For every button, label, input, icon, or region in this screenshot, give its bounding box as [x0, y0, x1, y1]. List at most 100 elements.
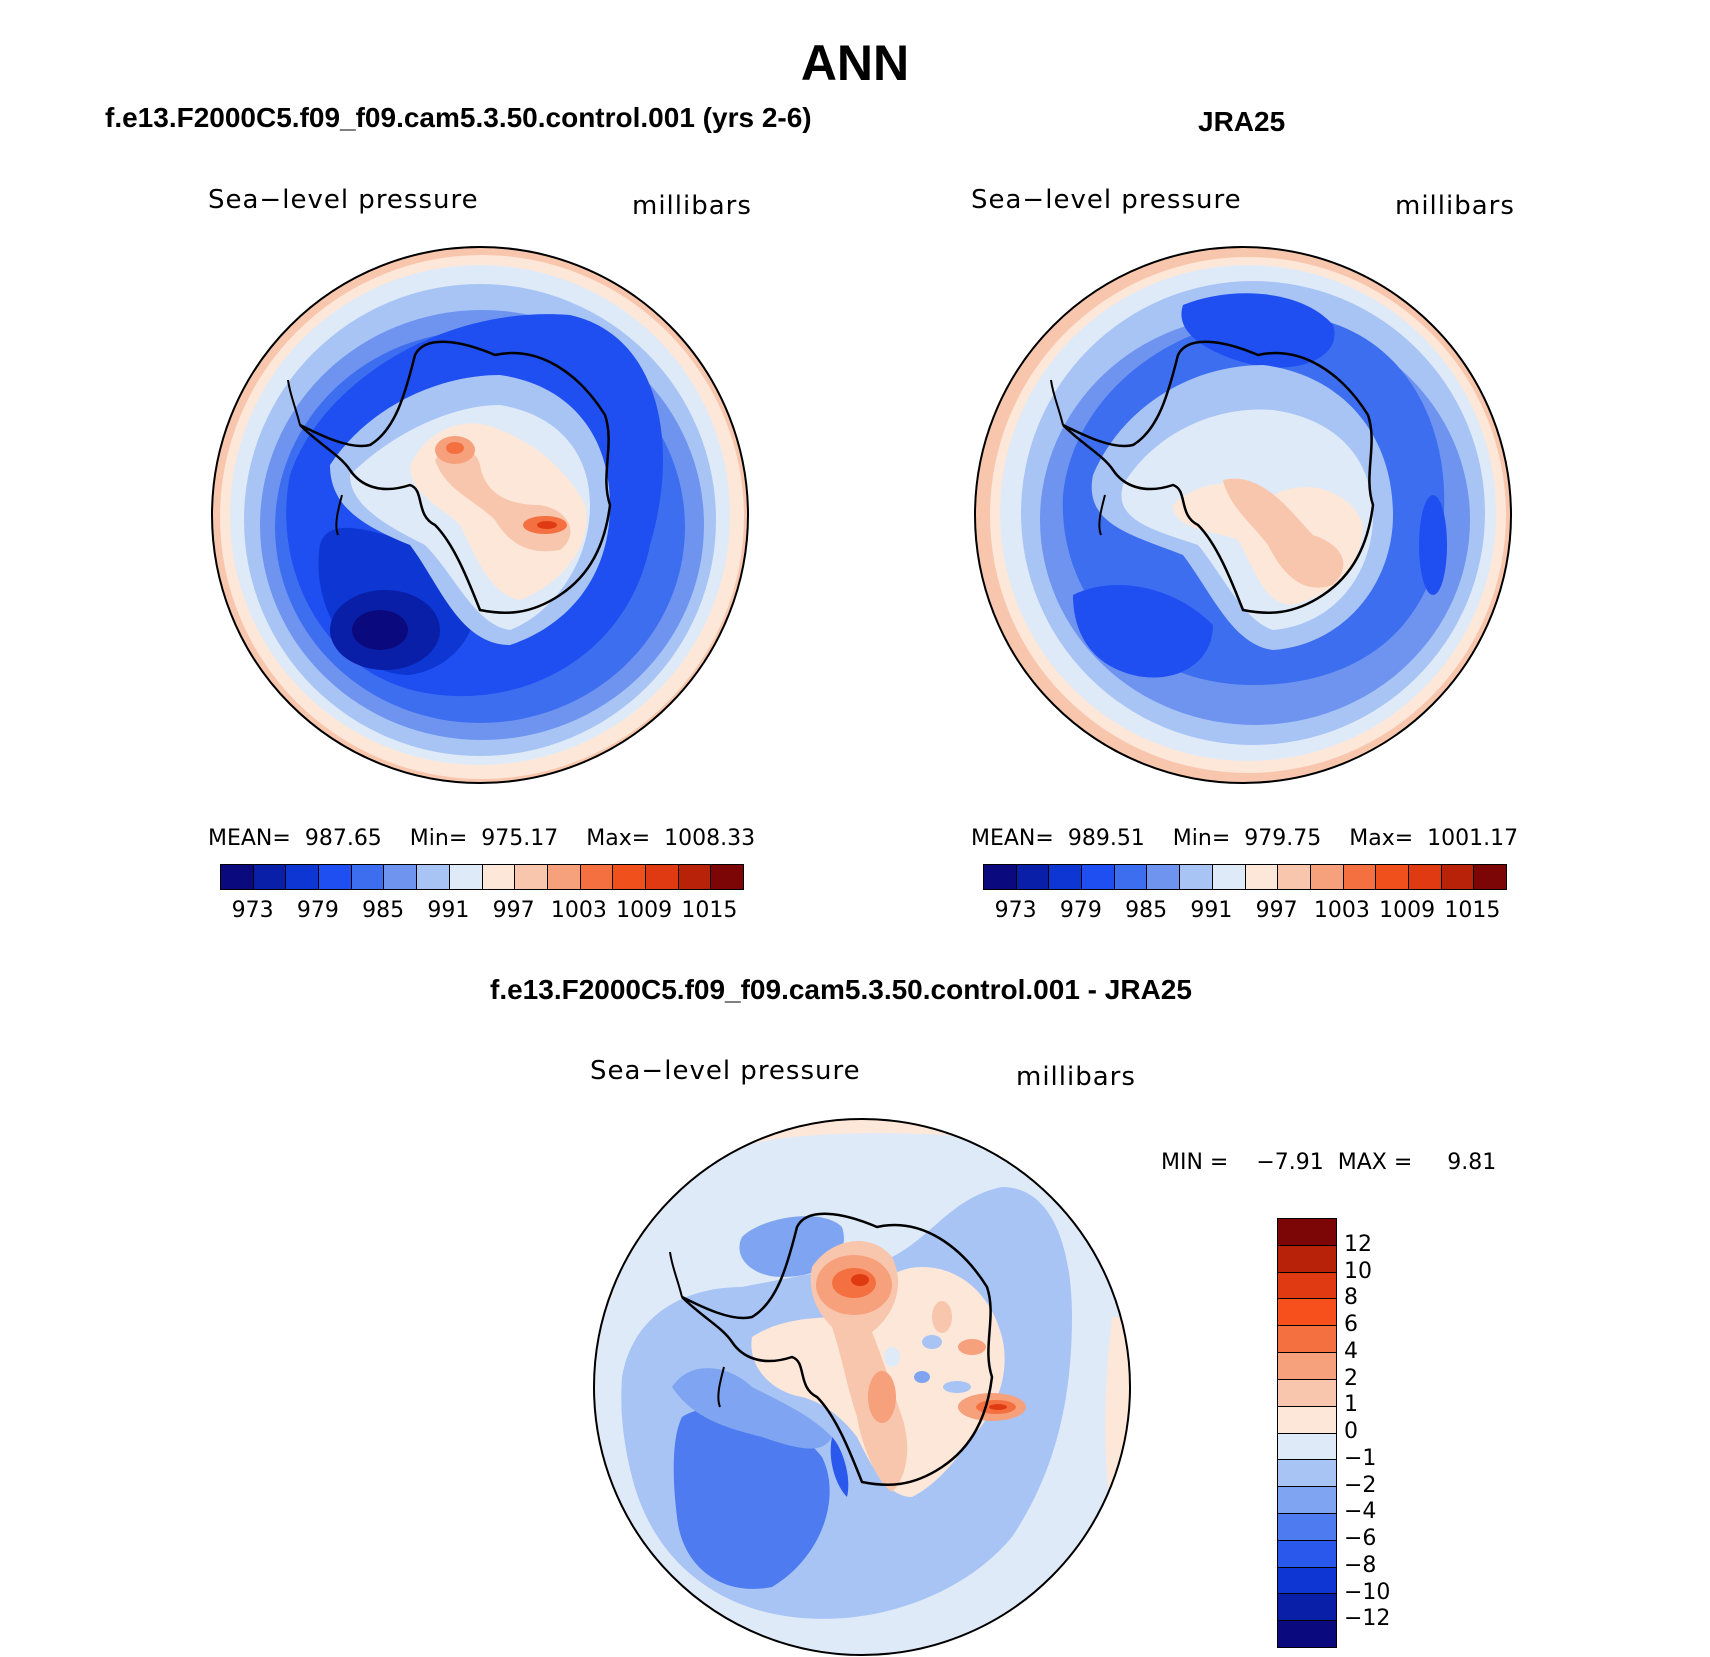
model-polar-map — [211, 246, 749, 784]
model-max-value: 1008.33 — [664, 826, 756, 851]
diff-colorbar-swatch — [1278, 1299, 1336, 1327]
obs-max-value: 1001.17 — [1427, 826, 1519, 851]
model-colorbar-swatch — [351, 865, 385, 889]
diff-colorbar-swatch — [1278, 1353, 1336, 1380]
obs-colorbar-tick-label: 1009 — [1379, 898, 1436, 923]
model-colorbar-tick-label: 973 — [231, 898, 274, 923]
obs-max-label: Max= — [1349, 826, 1414, 851]
obs-colorbar-swatch — [1049, 865, 1083, 889]
diff-polar-map — [593, 1118, 1131, 1656]
model-panel-title: f.e13.F2000C5.f09_f09.cam5.3.50.control.… — [105, 102, 812, 133]
diff-colorbar-tick-label: 6 — [1344, 1312, 1358, 1337]
model-colorbar-swatch — [580, 865, 614, 889]
diff-colorbar-tick-label: −12 — [1344, 1606, 1391, 1632]
model-colorbar-tick-label: 985 — [362, 898, 405, 923]
diff-colorbar-swatch — [1278, 1406, 1336, 1434]
obs-colorbar-swatch — [1278, 865, 1311, 889]
obs-colorbar — [983, 864, 1507, 890]
diff-colorbar-ticks: 12 10 8 6 4 2 1 0 −1 −2 −4 −6 −8 −10 −12 — [1344, 1218, 1424, 1646]
obs-panel-title: JRA25 — [1198, 106, 1286, 137]
diff-colorbar-swatch — [1278, 1219, 1336, 1246]
obs-colorbar-swatch — [1343, 865, 1377, 889]
obs-colorbar-swatch — [1212, 865, 1246, 889]
diff-colorbar-tick-label: 8 — [1344, 1285, 1358, 1311]
obs-colorbar-swatch — [1082, 865, 1115, 889]
obs-colorbar-swatch — [1474, 865, 1506, 889]
model-min-value: 975.17 — [481, 826, 559, 851]
obs-units-label: millibars — [1395, 191, 1515, 221]
diff-colorbar-swatch — [1278, 1379, 1336, 1407]
model-colorbar-tick-label: 1009 — [616, 898, 673, 923]
obs-colorbar-swatch — [984, 865, 1017, 889]
model-colorbar-tick-label: 1015 — [681, 898, 738, 923]
diff-min-value: −7.91 — [1256, 1150, 1324, 1175]
diff-colorbar — [1277, 1218, 1337, 1648]
diff-colorbar-tick-label: 12 — [1344, 1231, 1372, 1257]
model-colorbar — [220, 864, 744, 890]
diff-colorbar-tick-label: −4 — [1344, 1499, 1377, 1525]
obs-stats: MEAN= 989.51 Min= 979.75 Max= 1001.17 — [971, 826, 1518, 851]
obs-colorbar-tick-label: 979 — [1059, 898, 1102, 923]
diff-min-label: MIN = — [1161, 1150, 1229, 1175]
diff-colorbar-swatch — [1278, 1326, 1336, 1354]
model-colorbar-tick-label: 1003 — [550, 898, 607, 923]
model-colorbar-swatch — [547, 865, 581, 889]
diff-colorbar-swatch — [1278, 1245, 1336, 1273]
model-colorbar-tick-label: 991 — [427, 898, 470, 923]
obs-colorbar-tick-label: 997 — [1255, 898, 1298, 923]
diff-variable-label: Sea−level pressure — [590, 1056, 861, 1086]
diff-colorbar-tick-label: −1 — [1344, 1445, 1377, 1471]
diff-colorbar-swatch — [1278, 1460, 1336, 1488]
diff-colorbar-swatch — [1278, 1594, 1336, 1622]
diff-colorbar-tick-label: 4 — [1344, 1338, 1358, 1364]
diff-colorbar-tick-label: −10 — [1344, 1579, 1391, 1605]
obs-colorbar-tick-label: 1015 — [1444, 898, 1501, 923]
diff-colorbar-swatch — [1278, 1540, 1336, 1568]
obs-colorbar-swatch — [1016, 865, 1050, 889]
obs-colorbar-ticks: 973 979 985 991 997 1003 1009 1015 — [983, 898, 1505, 924]
obs-colorbar-swatch — [1441, 865, 1475, 889]
diff-colorbar-swatch — [1278, 1487, 1336, 1514]
diff-units-label: millibars — [1016, 1062, 1136, 1092]
model-colorbar-swatch — [286, 865, 320, 889]
model-colorbar-swatch — [253, 865, 287, 889]
model-colorbar-swatch — [319, 865, 352, 889]
model-variable-label: Sea−level pressure — [208, 185, 479, 215]
diff-colorbar-tick-label: 2 — [1344, 1365, 1358, 1391]
diff-colorbar-tick-label: −8 — [1344, 1552, 1377, 1578]
model-colorbar-swatch — [449, 865, 483, 889]
diff-max-value: 9.81 — [1447, 1150, 1497, 1175]
model-mean-label: MEAN= — [208, 826, 291, 851]
model-colorbar-tick-label: 979 — [296, 898, 339, 923]
obs-min-label: Min= — [1172, 826, 1231, 851]
obs-colorbar-tick-label: 985 — [1125, 898, 1168, 923]
model-units-label: millibars — [632, 191, 752, 221]
model-colorbar-swatch — [645, 865, 679, 889]
obs-colorbar-swatch — [1114, 865, 1148, 889]
model-colorbar-swatch — [384, 865, 418, 889]
model-colorbar-swatch — [678, 865, 712, 889]
model-colorbar-ticks: 973 979 985 991 997 1003 1009 1015 — [220, 898, 742, 924]
obs-colorbar-swatch — [1147, 865, 1181, 889]
obs-colorbar-swatch — [1376, 865, 1409, 889]
diff-max-label: MAX = — [1337, 1150, 1413, 1175]
diff-colorbar-swatch — [1278, 1567, 1336, 1595]
model-colorbar-swatch — [482, 865, 516, 889]
diff-colorbar-swatch — [1278, 1621, 1336, 1647]
diff-colorbar-swatch — [1278, 1272, 1336, 1300]
model-stats: MEAN= 987.65 Min= 975.17 Max= 1008.33 — [208, 826, 755, 851]
model-colorbar-swatch — [221, 865, 254, 889]
obs-colorbar-swatch — [1408, 865, 1442, 889]
model-min-label: Min= — [409, 826, 468, 851]
obs-mean-label: MEAN= — [971, 826, 1054, 851]
model-colorbar-swatch — [515, 865, 548, 889]
diff-colorbar-tick-label: 0 — [1344, 1419, 1358, 1444]
obs-mean-value: 989.51 — [1067, 826, 1145, 851]
diff-stats: MIN = −7.91 MAX = 9.81 — [1161, 1150, 1496, 1175]
model-colorbar-swatch — [613, 865, 646, 889]
diff-colorbar-tick-label: −2 — [1344, 1472, 1377, 1498]
model-colorbar-tick-label: 997 — [492, 898, 535, 923]
obs-colorbar-swatch — [1180, 865, 1213, 889]
diff-panel-title: f.e13.F2000C5.f09_f09.cam5.3.50.control.… — [490, 974, 1192, 1005]
obs-colorbar-tick-label: 973 — [994, 898, 1037, 923]
